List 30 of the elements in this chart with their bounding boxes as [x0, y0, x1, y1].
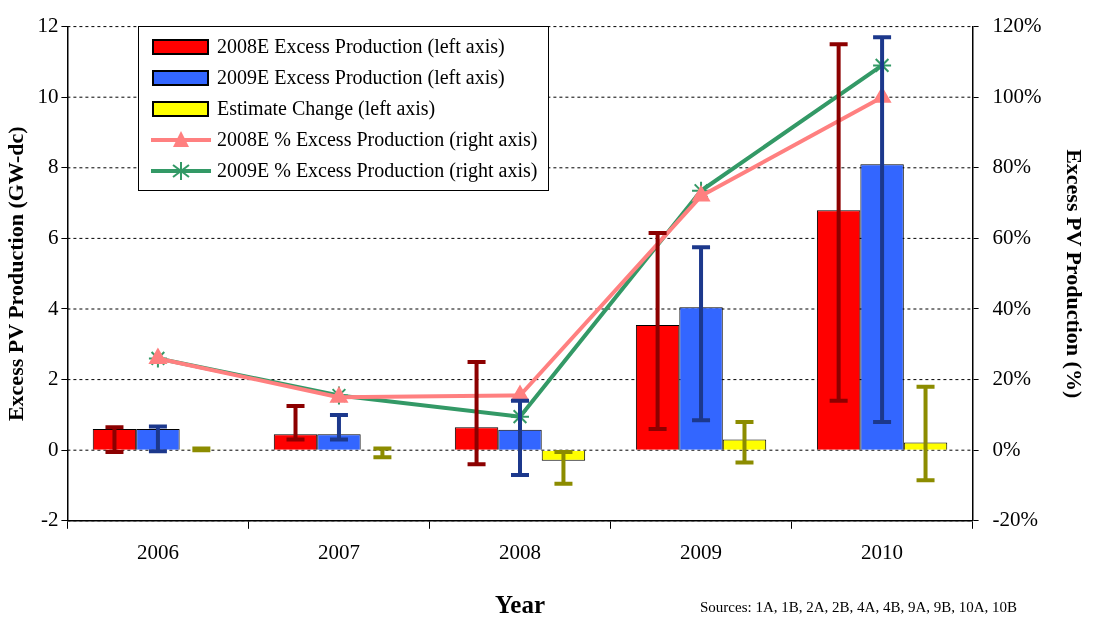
x-tick-label: 2007 — [317, 539, 360, 564]
y2-tick-label: 100% — [992, 83, 1042, 108]
x-tick-label: 2006 — [136, 539, 179, 564]
y2-tick-label: 20% — [992, 366, 1032, 391]
y-tick-label: 12 — [37, 13, 59, 38]
y-tick-label: 6 — [47, 224, 59, 249]
x-tick-label: 2009 — [680, 539, 723, 564]
y-axis-title: Excess PV Production (GW-dc) — [2, 126, 28, 422]
y-tick-label: 8 — [47, 154, 59, 179]
legend-label: Estimate Change (left axis) — [217, 96, 436, 122]
y-tick-label: 2 — [47, 366, 59, 391]
y2-tick-label: 40% — [992, 295, 1032, 320]
x-axis-title: Year — [495, 591, 545, 619]
y2-tick-label: 120% — [992, 13, 1042, 38]
y2-tick-label: 0% — [992, 436, 1021, 461]
legend-label: 2008E % Excess Production (right axis) — [217, 127, 538, 153]
y-tick-label: 10 — [37, 83, 59, 108]
y2-axis-title: Excess PV Production (%) — [1062, 149, 1088, 399]
x-tick-label: 2008 — [499, 539, 541, 564]
legend-label: 2009E % Excess Production (right axis) — [217, 158, 538, 184]
legend-label: 2008E Excess Production (left axis) — [217, 34, 505, 60]
x-tick-label: 2010 — [861, 539, 904, 564]
y-tick-label: -2 — [40, 507, 59, 532]
y-tick-label: 0 — [47, 436, 59, 461]
y2-tick-label: -20% — [992, 507, 1039, 532]
y-tick-label: 4 — [47, 295, 59, 320]
legend-label: 2009E Excess Production (left axis) — [217, 65, 505, 91]
y2-tick-label: 80% — [992, 154, 1032, 179]
source-note: Sources: 1A, 1B, 2A, 2B, 4A, 4B, 9A, 9B, 10A, 10B — [700, 598, 1019, 617]
y2-tick-label: 60% — [992, 224, 1032, 249]
